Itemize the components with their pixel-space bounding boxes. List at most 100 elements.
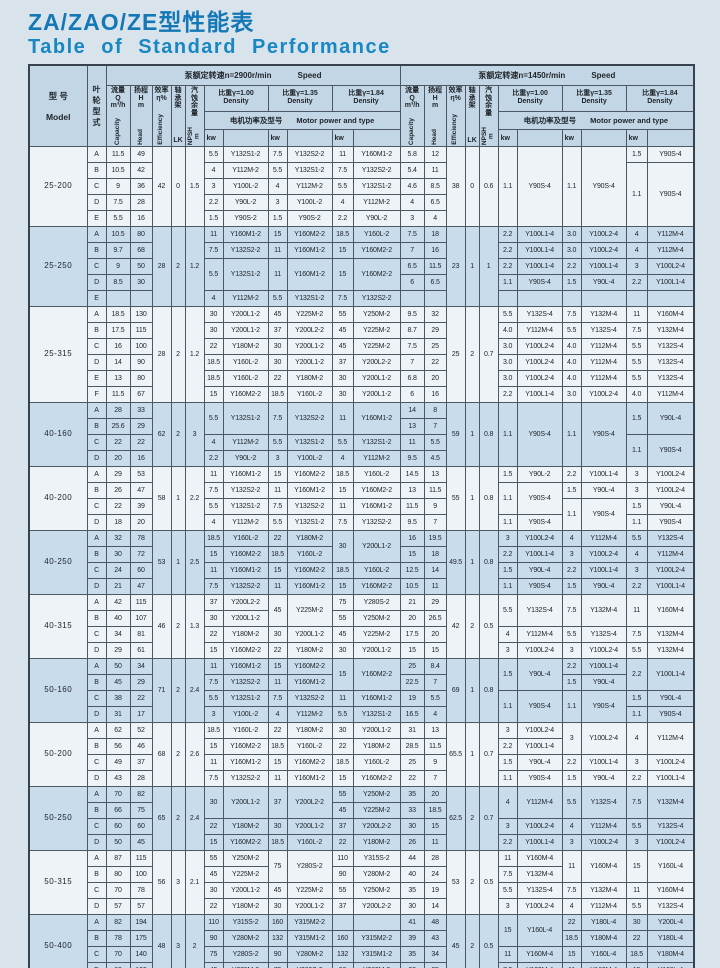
cell: Y315M2-2 [352,929,401,947]
cell: C [86,177,107,195]
header-type-blank [286,129,333,147]
cell: Y90L-4 [516,753,563,771]
density-en: Density [353,98,379,106]
cell: 6.8 [399,369,425,387]
cell: Y112M-4 [516,625,563,643]
cell: 11 [625,593,648,627]
table-row: 40-160 A 28 33 62 2 3 5.5 Y132S1-2 7.5 Y132S2-2 11 Y… [28,401,695,467]
cell: 46 [129,737,153,755]
cell: 30 [105,545,131,563]
cell: 3 [561,641,582,659]
cell: 11 [267,481,288,499]
cell: 140 [129,945,153,963]
cell: Y250M-2 [352,609,401,627]
cell: Y225M-2 [352,801,401,819]
cell: 17.5 [105,321,131,339]
cell: 21 [399,593,425,611]
cell: 16 [129,209,153,227]
cell: Y100L2-4 [646,833,695,851]
cell: 0.8 [478,465,499,531]
cell: 7.5 [399,225,425,243]
cell: 90 [129,353,153,371]
cell: 42 [105,593,131,611]
cell: 55 [331,881,354,899]
cell: 45 [331,625,354,643]
cell: 25 [423,337,447,355]
table-row: B 80 100 45 Y225M-2 90 Y280M-2 40 24 7.5 Y132M-4 [29,865,694,883]
cell: 21 [105,577,131,595]
cell: Y225M-2 [286,593,333,627]
cell: B [86,321,107,339]
cell: 2 [170,305,186,403]
cell: 1.5 [625,689,648,707]
cell: D [86,833,107,851]
cell: 15 [267,657,288,675]
cell: 30 [267,625,288,643]
header-type-blank [352,129,401,147]
cell: 7.5 [203,673,224,691]
table-row: D 7.5 28 2.2 Y90L-2 3 Y100L-2 4 Y112M-2 4 6.5 [29,193,694,211]
capacity-en: Capacity [113,117,121,145]
table-row: C 34 81 22 Y180M-2 30 Y200L1-2 45 Y225M-2 17.5 20 4… [29,625,695,643]
cell: 50 [105,833,131,851]
cell: 1 [170,465,186,531]
cell: Y180M-4 [646,945,695,963]
cell: 11 [203,753,224,771]
cell: 26.5 [423,609,447,627]
cell: 19 [423,881,447,899]
header-density-100-r: 比重γ=1.00 Density [497,84,563,112]
table-row: 40-250 A 32 78 53 1 2.5 18.5 Y160L-2 22 Y180M-2 30 Y… [28,529,695,595]
cell: Y160L-4 [646,849,695,883]
cell: Y160L-2 [352,225,401,243]
cell: 5.4 [399,161,425,179]
cell: 5.5 [625,369,648,387]
cell: 22 [267,529,288,547]
cell: 0 [464,145,480,227]
cell: 43 [105,769,131,787]
cell: 75 [331,593,354,611]
motor-zh: 电机功率及型号 [229,116,283,126]
cell: Y100L2-4 [516,369,563,387]
cell: 16.5 [399,705,425,723]
cell: Y100L1-4 [516,385,563,403]
cell: 18.5 [203,353,224,371]
cell: 2.2 [561,465,582,483]
cell: 2.6 [184,721,205,787]
cell: 1.1 [561,497,582,531]
cell: 11 [497,849,518,867]
cell: 1 [464,465,480,531]
cell: Y100L2-4 [516,897,563,915]
cell: 1.5 [497,753,518,771]
cell: Y280M-2 [352,865,401,883]
cell: C [86,753,107,771]
header-type-blank [222,129,269,147]
cell [399,289,425,307]
cell: Y100L2-4 [580,545,627,563]
cell: 25 [399,753,425,771]
cell: Y100L2-4 [580,721,627,755]
cell: Y160M1-2 [286,241,333,259]
cell: Y132S1-2 [222,257,269,291]
cell: 14 [399,401,425,419]
cell: Y160L-4 [580,945,627,963]
header-efficiency-r: 效率 η% Efficiency [445,84,466,147]
cell: Y90S-4 [516,145,563,227]
cell: 65 [151,785,172,851]
cell: 2.2 [331,209,354,227]
cell: Y132S1-2 [286,289,333,307]
cell: 11 [331,145,354,163]
cell: 3.0 [497,353,518,371]
cell: 28 [129,193,153,211]
cell: F [86,385,107,403]
cell [105,289,131,307]
cell: 61 [129,641,153,659]
cell: Y180M-2 [286,529,333,547]
cell: Y225M-2 [222,865,269,883]
density-en: Density [647,98,673,106]
cell: Y112M-4 [646,545,695,563]
header-model-en: Model [45,112,71,123]
cell: A [86,721,107,739]
cell: 30 [331,385,354,403]
cell: E [86,369,107,387]
cell: Y112M-2 [286,705,333,723]
